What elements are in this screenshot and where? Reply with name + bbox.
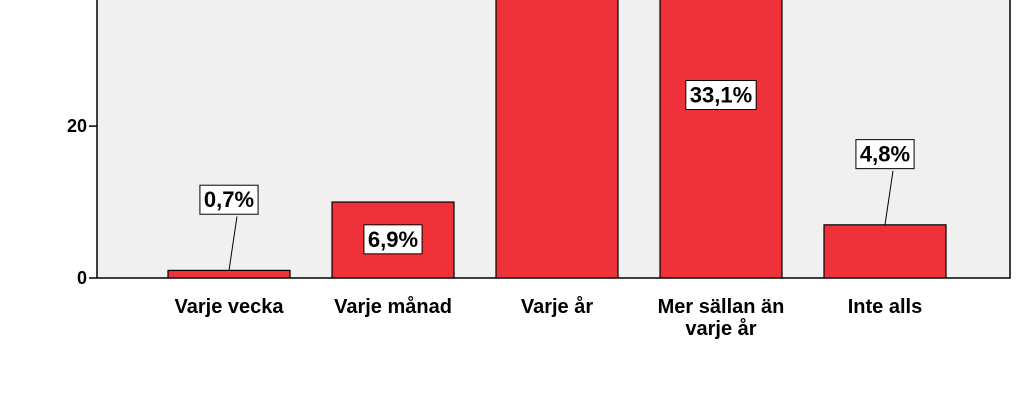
value-label-box <box>685 80 757 111</box>
value-label: 0,7% <box>204 187 254 212</box>
value-label: 6,9% <box>368 227 418 252</box>
leader-line <box>228 216 238 271</box>
value-label: 4,8% <box>860 142 910 167</box>
bar <box>167 269 291 278</box>
value-label: 33,1% <box>690 83 752 108</box>
bar <box>659 0 783 278</box>
x-tick-label: Mer sällan än varje år <box>657 296 785 340</box>
value-label-box <box>855 139 915 170</box>
x-tick-label: Inte alls <box>847 296 923 318</box>
value-label-box <box>363 224 423 255</box>
value-label-box <box>199 184 259 215</box>
x-tick-label: Varje månad <box>334 296 452 318</box>
bars <box>167 0 947 278</box>
x-tick-label: Varje vecka <box>174 296 284 318</box>
x-tick-label: Varje år <box>520 296 594 318</box>
bar <box>823 224 947 278</box>
leader-line <box>884 170 894 225</box>
y-tick-label: 20 <box>67 116 87 136</box>
y-tick-label: 0 <box>77 268 87 288</box>
bar <box>495 0 619 278</box>
